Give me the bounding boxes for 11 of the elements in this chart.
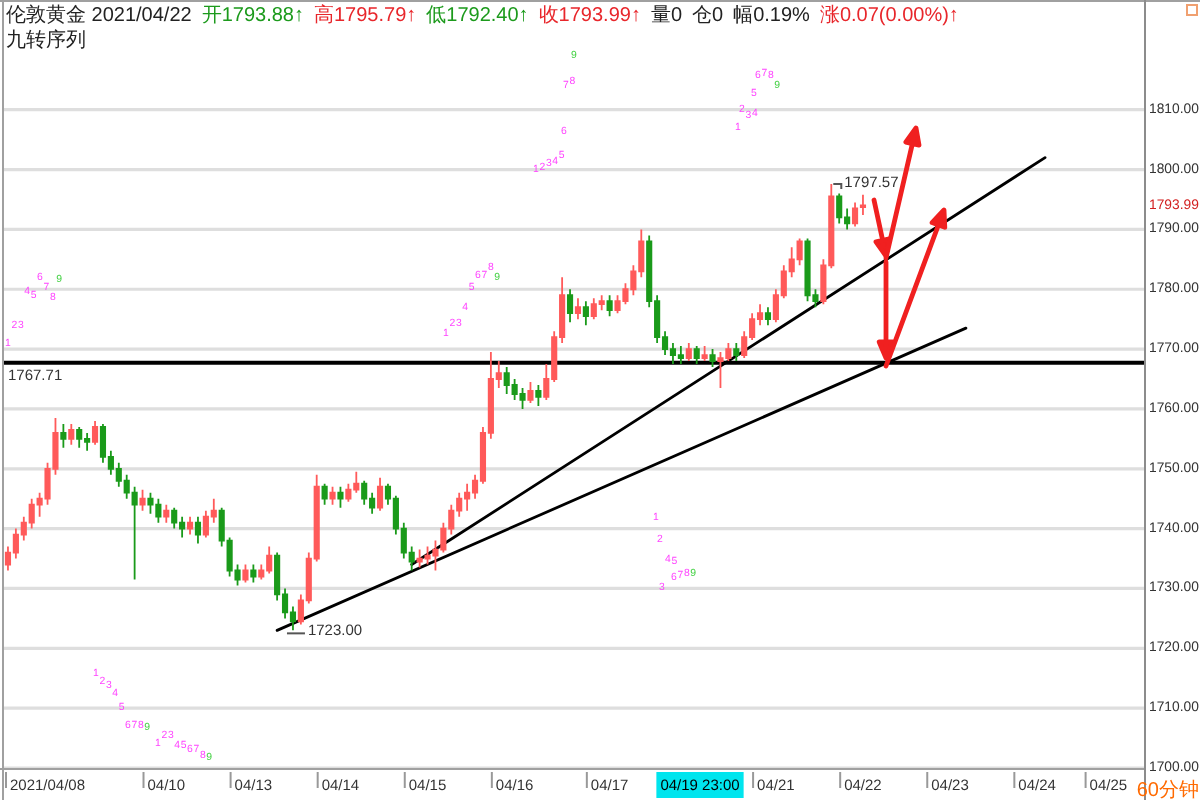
header-item: 涨0.07(0.00%)↑ bbox=[819, 5, 959, 27]
header-item: 高1795.79↑ bbox=[313, 5, 417, 27]
header-item: 仓0 bbox=[692, 5, 724, 27]
title: 伦敦黄金 2021/04/22 bbox=[6, 5, 192, 27]
note: 60分钟 bbox=[1136, 779, 1199, 800]
header-item: 低1792.40↑ bbox=[426, 5, 529, 27]
header-item: 收1793.99↑ bbox=[538, 5, 641, 27]
header-item: 量0 bbox=[650, 5, 683, 27]
note: 九转序列 bbox=[6, 30, 86, 52]
header-item: 开1793.88↑ bbox=[201, 5, 304, 27]
header-item: 幅0.19% bbox=[733, 5, 810, 27]
